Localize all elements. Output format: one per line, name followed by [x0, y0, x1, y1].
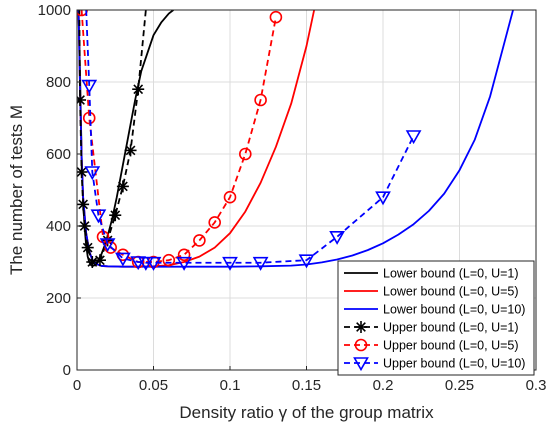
x-tick-label: 0 — [73, 377, 81, 394]
data-point-asterisk — [86, 256, 99, 268]
data-point-triangle — [99, 238, 116, 253]
data-point-triangle — [115, 252, 131, 267]
data-point-triangle — [145, 256, 162, 271]
data-point-triangle — [298, 254, 315, 269]
data-point-triangle — [222, 256, 238, 271]
data-point-asterisk — [77, 94, 87, 106]
y-tick-label: 400 — [46, 218, 71, 235]
data-point-triangle — [252, 256, 269, 271]
legend-label: Upper bound (L=0, U=1) — [383, 321, 519, 335]
legend-label: Lower bound (L=0, U=1) — [383, 267, 519, 281]
legend-label: Lower bound (L=0, U=5) — [383, 285, 519, 299]
y-tick-label: 200 — [46, 290, 71, 307]
data-point-asterisk — [116, 180, 129, 193]
series-4 — [77, 10, 147, 268]
data-point-triangle — [405, 130, 422, 145]
legend-item: Upper bound (L=0, U=1) — [344, 321, 519, 335]
data-point-triangle — [353, 357, 369, 372]
ticks: 0 0.05 0.1 0.15 0.2 0.25 0.3 0 200 400 600 800 1000 — [38, 2, 547, 394]
y-tick-label: 0 — [63, 362, 71, 379]
data-point-triangle — [375, 191, 391, 206]
legend: Lower bound (L=0, U=1) Lower bound (L=0, … — [337, 260, 535, 376]
legend-label: Upper bound (L=0, U=10) — [383, 357, 525, 371]
data-point-circle — [254, 93, 267, 107]
data-point-asterisk — [355, 321, 367, 333]
legend-label: Upper bound (L=0, U=5) — [383, 339, 519, 353]
x-axis-label: Density ratio γ of the group matrix — [179, 403, 434, 422]
legend-item: Lower bound (L=0, U=5) — [344, 285, 519, 299]
data-point-circle — [354, 338, 368, 352]
data-point-circle — [193, 234, 206, 247]
data-point-circle — [162, 253, 176, 267]
legend-item: Lower bound (L=0, U=1) — [344, 267, 519, 281]
series-layer — [77, 10, 514, 271]
data-point-circle — [208, 216, 221, 229]
data-point-asterisk — [93, 254, 106, 267]
data-point-asterisk — [81, 241, 94, 254]
legend-label: Lower bound (L=0, U=10) — [383, 303, 525, 317]
legend-box — [337, 260, 535, 376]
data-point-asterisk — [132, 83, 145, 96]
data-point-circle — [223, 190, 237, 204]
y-axis-label: The number of tests M — [7, 105, 26, 275]
data-point-asterisk — [77, 198, 90, 211]
x-tick-label: 0.3 — [526, 377, 547, 394]
data-point-asterisk — [77, 166, 88, 178]
legend-item: Upper bound (L=0, U=10) — [344, 357, 525, 372]
data-point-asterisk — [124, 144, 137, 157]
x-tick-label: 0.1 — [220, 377, 241, 394]
series-6 — [81, 10, 422, 271]
legend-item: Lower bound (L=0, U=10) — [344, 303, 525, 317]
x-tick-label: 0.25 — [445, 377, 474, 394]
data-point-asterisk — [109, 209, 122, 222]
legend-item: Upper bound (L=0, U=5) — [344, 339, 519, 353]
data-point-circle — [82, 111, 96, 125]
data-point-triangle — [90, 209, 107, 224]
data-point-circle — [269, 10, 283, 24]
data-point-circle — [77, 10, 88, 17]
x-tick-label: 0.15 — [292, 377, 321, 394]
data-point-triangle — [81, 79, 98, 94]
y-tick-label: 800 — [46, 74, 71, 91]
data-point-circle — [239, 147, 252, 161]
data-point-triangle — [137, 256, 154, 271]
x-tick-label: 0.2 — [373, 377, 394, 394]
data-point-triangle — [84, 166, 101, 181]
data-point-circle — [177, 248, 191, 262]
data-point-triangle — [176, 256, 192, 271]
x-tick-label: 0.05 — [139, 377, 168, 394]
y-tick-label: 1000 — [38, 2, 71, 19]
y-tick-label: 600 — [46, 146, 71, 163]
data-point-triangle — [329, 231, 345, 245]
